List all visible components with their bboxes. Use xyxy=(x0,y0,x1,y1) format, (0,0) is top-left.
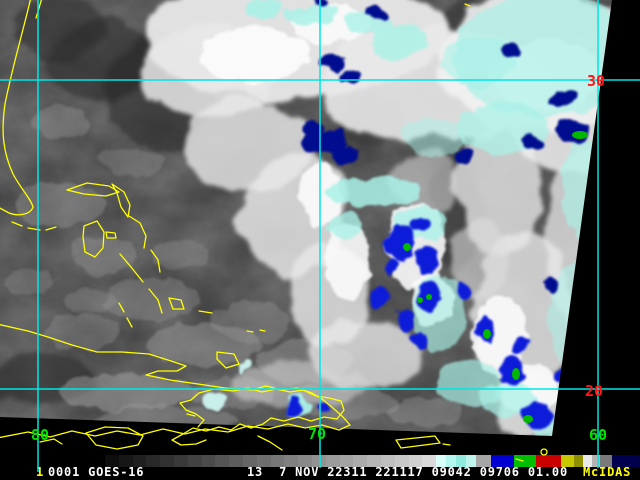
lat-label-20: 20 xyxy=(585,382,603,400)
colorbar-segment xyxy=(592,454,601,467)
lon-label-70: 70 xyxy=(308,425,326,443)
coastline-florida-barrier xyxy=(35,0,43,19)
coastline-overlay xyxy=(0,0,548,462)
coastline-mayaguana xyxy=(198,310,213,314)
colorbar-segment xyxy=(339,454,354,467)
coastline-small-island-top xyxy=(464,3,471,7)
colorbar-segment xyxy=(456,454,467,467)
bright-cloud-cores xyxy=(200,7,600,416)
coldest-green-cores xyxy=(403,131,588,423)
coastline-isle-of-youth xyxy=(39,438,63,445)
coastline-great-inagua xyxy=(216,351,240,369)
ir-cloud-imagery xyxy=(0,0,640,455)
coastline-exuma xyxy=(119,253,144,283)
colorbar-segment xyxy=(173,454,188,467)
high-cloud-shield xyxy=(140,0,640,437)
off-scan-black-region xyxy=(0,0,640,455)
coastline-gonave xyxy=(186,413,196,417)
coastline-cuba xyxy=(0,324,351,439)
coastline-new-providence xyxy=(105,231,117,239)
coastline-hispaniola xyxy=(171,387,345,446)
colorbar-segment xyxy=(476,454,492,467)
colorbar-segment xyxy=(146,454,161,467)
colorbar-segment xyxy=(612,454,640,467)
very-cold-navy-tops xyxy=(300,0,588,294)
colorbar-segment xyxy=(132,454,147,467)
colorbar-segment xyxy=(353,454,368,467)
coastline-cat-island xyxy=(150,249,161,273)
lon-label-80: 80 xyxy=(31,426,49,444)
coastline-ragged-islands xyxy=(118,302,133,328)
grid-labels: 30 20 80 70 60 xyxy=(31,72,607,444)
dark-cloud-free-areas xyxy=(0,0,505,405)
coastline-crooked-island xyxy=(168,297,185,310)
dataset-label: 0001 GOES-16 xyxy=(48,465,145,479)
cold-top-cyan-enhancement xyxy=(202,0,637,444)
colorbar-segment xyxy=(583,454,593,467)
lat-label-30: 30 xyxy=(587,72,605,90)
colorbar-segment xyxy=(215,454,230,467)
colorbar-segment xyxy=(284,454,299,467)
coastline-turks xyxy=(246,329,266,333)
coastline-us-florida xyxy=(0,0,34,216)
colorbar-segment xyxy=(536,454,562,467)
frame-number: 1 xyxy=(36,465,45,479)
convective-blue-cores xyxy=(284,217,567,428)
colorbar-segment xyxy=(600,454,613,467)
colorbar-segment xyxy=(380,454,395,467)
colorbar-segment xyxy=(256,454,271,467)
colorbar-segment xyxy=(187,454,202,467)
coastline-andros xyxy=(82,220,105,258)
colorbar-segment xyxy=(422,454,437,467)
colorbar-segment xyxy=(298,454,312,467)
colorbar-segment xyxy=(311,454,326,467)
colorbar-segment xyxy=(491,454,515,467)
colorbar-segment xyxy=(408,454,423,467)
coastline-grand-bahama xyxy=(66,182,120,197)
colorbar-segment xyxy=(270,454,285,467)
colorbar-segment xyxy=(466,454,477,467)
colorbar-segment xyxy=(574,454,584,467)
colorbar-segment xyxy=(242,454,257,467)
coastline-florida-keys xyxy=(11,221,57,231)
colorbar-segment xyxy=(394,454,409,467)
colorbar-segment xyxy=(325,454,340,467)
low-cloud-field xyxy=(6,106,463,435)
image-time-info: 13 7 NOV 22311 221117 09042 09706 01.00 xyxy=(247,465,568,479)
coastline-eleuthera xyxy=(128,215,147,249)
mcidas-brand: McIDAS xyxy=(583,465,632,479)
colorbar-segment xyxy=(201,454,216,467)
colorbar-segment xyxy=(229,454,243,467)
colorbar-segment xyxy=(118,454,133,467)
coastline-hispaniola-south xyxy=(257,435,283,451)
coastline-jamaica xyxy=(85,426,144,450)
coastline-vieques xyxy=(442,443,451,446)
coastline-puerto-rico xyxy=(395,435,441,449)
enhancement-colorbar xyxy=(105,454,640,467)
colorbar-segment xyxy=(436,454,447,467)
status-bar: 1 0001 GOES-16 13 7 NOV 22311 221117 090… xyxy=(0,465,640,480)
colorbar-segment xyxy=(561,454,575,467)
colorbar-segment xyxy=(160,454,174,467)
lon-label-60: 60 xyxy=(589,426,607,444)
coastline-abaco xyxy=(111,183,131,218)
colorbar-segment xyxy=(446,454,457,467)
coastline-long-island xyxy=(148,288,163,314)
colorbar-segment xyxy=(367,454,381,467)
colorbar-segment xyxy=(514,454,537,467)
colorbar-segment xyxy=(105,454,119,467)
